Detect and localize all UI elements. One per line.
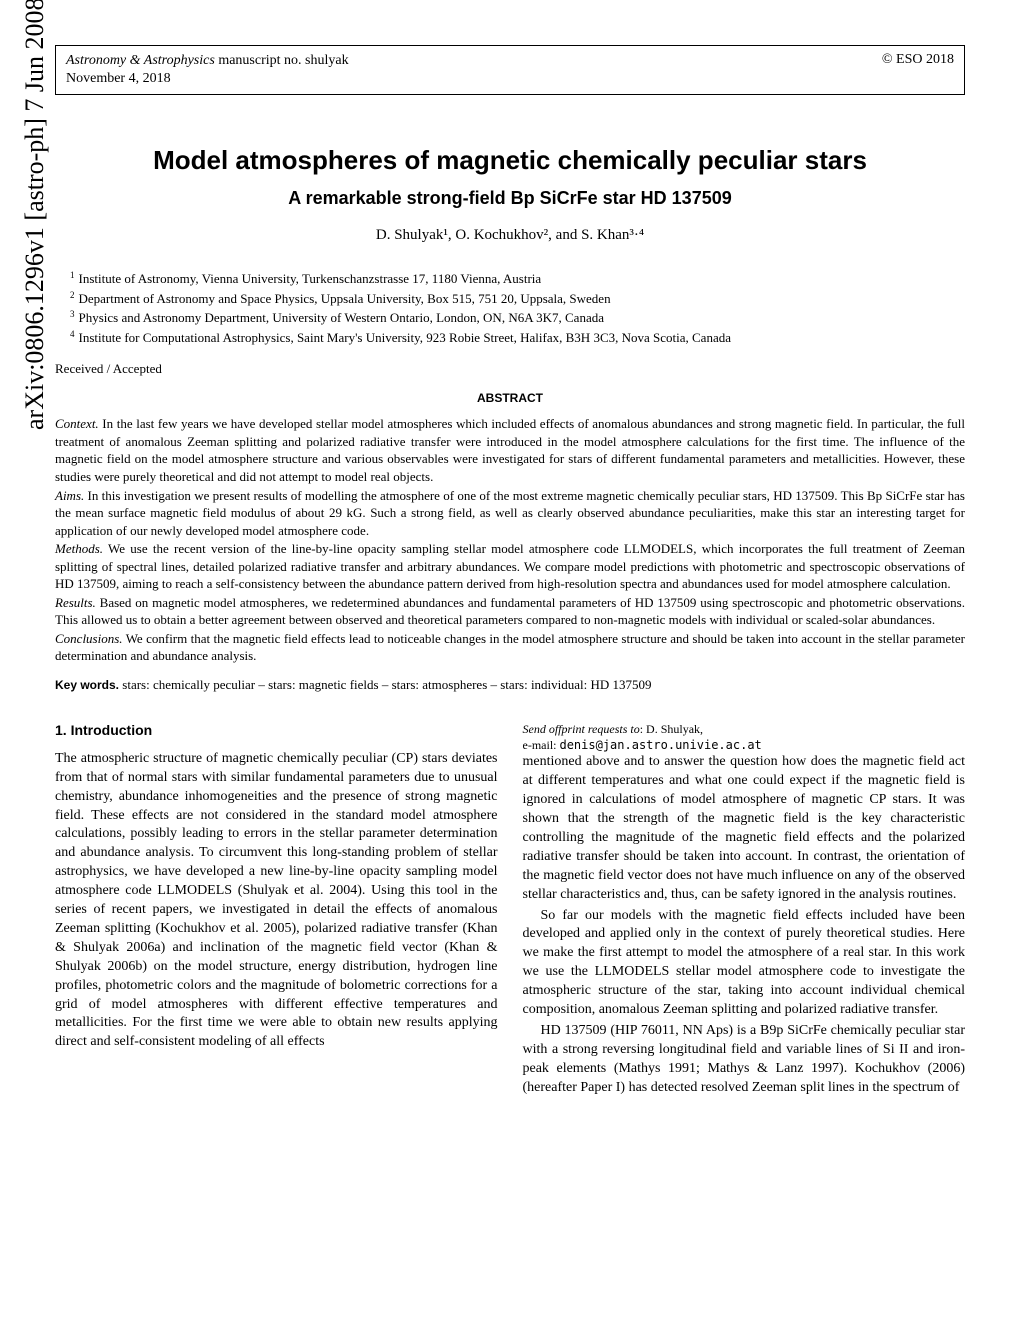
affiliations: 1Institute of Astronomy, Vienna Universi… — [55, 269, 965, 347]
section-1-heading: 1. Introduction — [55, 721, 498, 740]
header-left: Astronomy & Astrophysics manuscript no. … — [66, 52, 349, 88]
authors-list: D. Shulyak¹, O. Kochukhov², and S. Khan³… — [55, 227, 965, 244]
affiliation-4: Institute for Computational Astrophysics… — [79, 330, 732, 345]
abstract-methods: We use the recent version of the line-by… — [55, 541, 965, 591]
received-accepted: Received / Accepted — [55, 361, 965, 377]
footnote-email-label: e-mail: — [523, 738, 560, 752]
methods-label: Methods. — [55, 541, 103, 556]
body-p3: So far our models with the magnetic fiel… — [523, 907, 966, 1020]
paper-subtitle: A remarkable strong-field Bp SiCrFe star… — [55, 188, 965, 209]
results-label: Results. — [55, 595, 96, 610]
journal-name: Astronomy & Astrophysics — [66, 53, 215, 68]
abstract-aims: In this investigation we present results… — [55, 488, 965, 538]
abstract-results: Based on magnetic model atmospheres, we … — [55, 595, 965, 628]
body-p1: The atmospheric structure of magnetic ch… — [55, 750, 498, 1052]
footnote: Send offprint requests to: D. Shulyak, e… — [523, 721, 966, 753]
abstract-conclusions: We confirm that the magnetic field effec… — [55, 631, 965, 664]
body-p2: mentioned above and to answer the questi… — [523, 753, 966, 904]
paper-title: Model atmospheres of magnetic chemically… — [55, 145, 965, 176]
footnote-email: denis@jan.astro.univie.ac.at — [559, 738, 761, 752]
keywords: Key words. stars: chemically peculiar – … — [55, 677, 965, 693]
keywords-label: Key words. — [55, 678, 119, 692]
abstract-context: In the last few years we have developed … — [55, 416, 965, 484]
context-label: Context. — [55, 416, 99, 431]
header-date: November 4, 2018 — [66, 71, 171, 86]
affiliation-3: Physics and Astronomy Department, Univer… — [79, 310, 605, 325]
footnote-name: : D. Shulyak, — [640, 722, 703, 736]
header-box: Astronomy & Astrophysics manuscript no. … — [55, 45, 965, 95]
abstract-heading: ABSTRACT — [55, 391, 965, 405]
affiliation-2: Department of Astronomy and Space Physic… — [79, 291, 611, 306]
body-p4: HD 137509 (HIP 76011, NN Aps) is a B9p S… — [523, 1022, 966, 1098]
arxiv-identifier: arXiv:0806.1296v1 [astro-ph] 7 Jun 2008 — [20, 0, 50, 430]
body-columns: 1. Introduction The atmospheric structur… — [55, 721, 965, 1097]
keywords-text: stars: chemically peculiar – stars: magn… — [119, 677, 652, 692]
aims-label: Aims. — [55, 488, 84, 503]
conclusions-label: Conclusions. — [55, 631, 123, 646]
abstract-body: Context. In the last few years we have d… — [55, 415, 965, 665]
manuscript-number: manuscript no. shulyak — [215, 53, 349, 68]
footnote-label: Send offprint requests to — [523, 722, 640, 736]
header-copyright: © ESO 2018 — [882, 52, 954, 68]
affiliation-1: Institute of Astronomy, Vienna Universit… — [79, 271, 542, 286]
